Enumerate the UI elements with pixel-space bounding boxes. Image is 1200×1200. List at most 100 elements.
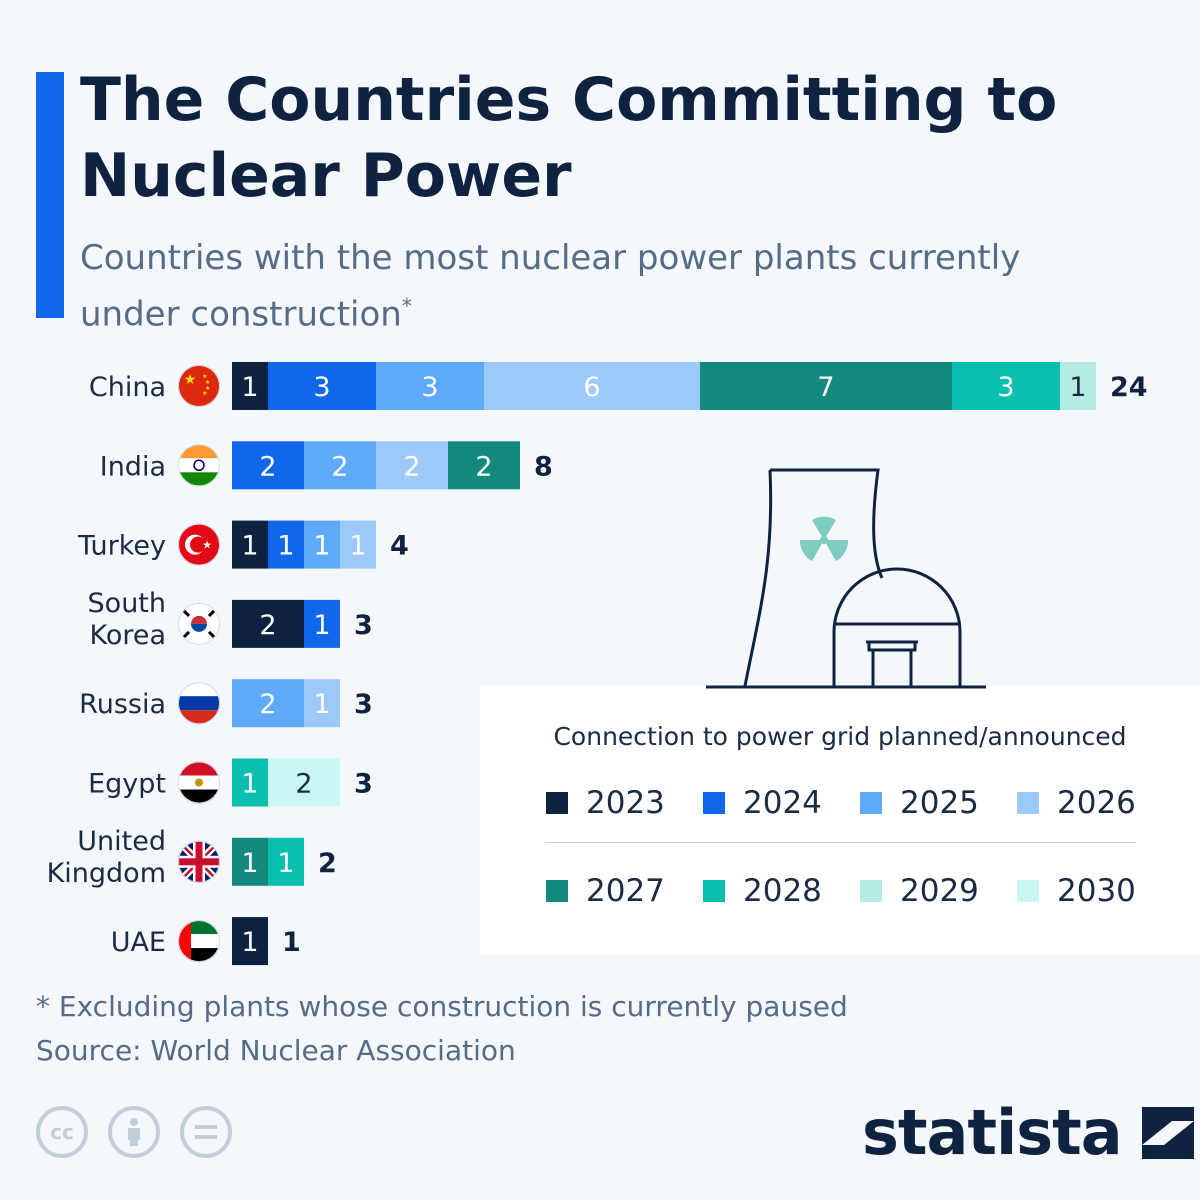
segment-value-label: 1 (313, 531, 330, 562)
bar-segment-2025[interactable] (304, 441, 376, 490)
flag-star: ★ (202, 390, 207, 397)
legend-title: Connection to power grid planned/announc… (553, 722, 1127, 751)
flag-united-kingdom-icon (178, 840, 220, 883)
bar-segment-2026[interactable] (484, 362, 700, 410)
footnote: * Excluding plants whose construction is… (36, 990, 848, 1023)
segment-value-label: 1 (241, 927, 258, 958)
segment-value-label: 2 (259, 451, 276, 482)
flag-outline (178, 523, 220, 566)
bar-segment-2025[interactable] (304, 520, 340, 569)
nuclear-plant-icon (706, 468, 986, 689)
statista-mark-icon (1141, 1106, 1194, 1159)
flag-part (193, 459, 205, 472)
bar-segment-2027[interactable] (232, 837, 268, 886)
bar-total-label: 3 (354, 689, 373, 720)
legend-label: 2029 (900, 873, 979, 909)
statista-logo[interactable]: statista (862, 1096, 1198, 1169)
flag-star: ★ (184, 372, 197, 388)
legend-item-2023: 2023 (546, 782, 703, 824)
flag-china-icon: ★ ★★★★ (178, 365, 220, 407)
bar-total-label: 3 (354, 610, 373, 641)
segment-value-label: 1 (241, 848, 258, 879)
segment-value-label: 1 (241, 372, 258, 403)
segment-value-label: 1 (277, 848, 294, 879)
bar-segment-2030[interactable] (268, 758, 340, 807)
flag-star: ★ (205, 379, 210, 386)
legend-swatch (703, 880, 725, 902)
segment-value-label: 6 (583, 372, 600, 403)
legend-item-2026: 2026 (1017, 782, 1137, 824)
page-subtitle: Countries with the most nuclear power pl… (80, 234, 1080, 338)
subtitle-text: Countries with the most nuclear power pl… (80, 238, 1021, 335)
bar-segment-2029[interactable] (1060, 362, 1096, 410)
segment-value-label: 2 (475, 451, 492, 482)
bar-segment-2026[interactable] (304, 679, 340, 728)
bar-row-south-korea: South Korea 2 1 3 (88, 588, 373, 651)
flag-part (191, 615, 207, 624)
legend-label: 2023 (586, 785, 665, 821)
flag-star: ★ (202, 539, 212, 552)
segment-value-label: 3 (313, 372, 330, 403)
bar-total-label: 24 (1110, 372, 1148, 403)
bar-segment-2024[interactable] (304, 599, 340, 648)
no-derivatives-icon[interactable] (180, 1106, 232, 1158)
segment-value-label: 1 (241, 531, 258, 562)
legend-item-2024: 2024 (703, 782, 860, 824)
bar-segment-2023[interactable] (232, 917, 268, 966)
cc-icon[interactable]: cc (36, 1106, 88, 1158)
bar-segment-2027[interactable] (448, 441, 520, 490)
category-label: Egypt (88, 769, 166, 800)
legend-row-2: 2027 2028 2029 2030 (546, 870, 1138, 912)
bar-total-label: 4 (390, 531, 409, 562)
bar-segment-2025[interactable] (232, 679, 304, 728)
segment-value-label: 3 (997, 372, 1014, 403)
segment-value-label: 1 (1069, 372, 1086, 403)
segment-value-label: 1 (313, 689, 330, 720)
attribution-icon[interactable] (108, 1106, 160, 1158)
flag-outline (178, 840, 220, 883)
bar-row-russia: Russia 2 1 3 (79, 679, 373, 728)
segment-value-label: 2 (403, 451, 420, 482)
bar-segment-2025[interactable] (376, 362, 484, 410)
legend-swatch (546, 792, 568, 814)
bar-segment-2028[interactable] (952, 362, 1060, 410)
flag-part (178, 696, 220, 711)
category-label: India (100, 451, 166, 482)
segment-value-label: 3 (421, 372, 438, 403)
bar-segment-2026[interactable] (340, 520, 376, 569)
bar-row-egypt: Egypt 1 2 3 (88, 758, 373, 807)
bar-segment-2024[interactable] (268, 362, 376, 410)
flag-outline (178, 920, 220, 963)
category-label: China (89, 372, 166, 403)
flag-outline (178, 365, 220, 407)
legend-item-2028: 2028 (703, 870, 860, 912)
segment-value-label: 2 (259, 610, 276, 641)
segment-value-label: 2 (331, 451, 348, 482)
bar-segment-2023[interactable] (232, 520, 268, 569)
bar-segment-2028[interactable] (232, 758, 268, 807)
bar-segment-2023[interactable] (232, 362, 268, 410)
flag-part (178, 458, 220, 473)
bar-row-turkey: Turkey ★ 1 1 1 1 4 (77, 520, 409, 569)
flag-part (182, 630, 191, 638)
bar-total-label: 1 (282, 927, 301, 958)
bar-total-label: 8 (534, 451, 553, 482)
bar-segment-2027[interactable] (700, 362, 952, 410)
bar-segment-2024[interactable] (232, 441, 304, 490)
page-title: The Countries Committing to Nuclear Powe… (80, 65, 1058, 211)
flag-part (178, 365, 220, 407)
flag-turkey-icon: ★ (178, 523, 220, 566)
category-label: Russia (79, 689, 166, 720)
segment-value-label: 2 (259, 689, 276, 720)
flag-outline (178, 602, 220, 645)
bar-segment-2023[interactable] (232, 599, 304, 648)
flag-south-korea-icon (178, 602, 220, 645)
bar-segment-2026[interactable] (376, 441, 448, 490)
bar-segment-2028[interactable] (268, 837, 304, 886)
flag-outline (178, 682, 220, 725)
bar-segment-2024[interactable] (268, 520, 304, 569)
person-glyph (128, 1118, 140, 1146)
legend-swatch (860, 792, 882, 814)
category-label-line: Kingdom (47, 858, 166, 889)
